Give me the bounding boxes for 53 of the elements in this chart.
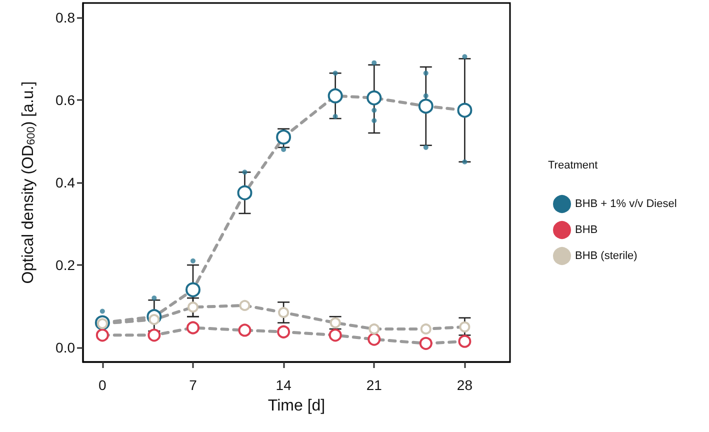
point [332,70,338,76]
point [458,334,472,348]
point [368,332,381,346]
point [423,93,428,98]
point [100,308,105,314]
point [420,323,432,334]
point [419,336,432,350]
point [187,302,198,313]
point [332,114,338,119]
point [457,102,472,118]
y-tick-label: 0.6 [56,92,76,108]
point [423,70,428,76]
x-tick-label: 0 [98,377,107,393]
point [372,108,377,113]
x-axis-title: Time [d] [268,398,326,414]
y-tick-label: 0.8 [56,9,76,26]
point [152,296,157,301]
y-tick-label: 0.4 [56,174,76,190]
point [239,300,250,311]
y-tick-label: 0.0 [56,340,76,356]
x-tick-label: 28 [456,377,473,393]
point [418,98,434,114]
point [328,88,343,104]
point [278,306,290,318]
y-tick-label: 0.2 [56,257,76,274]
point [281,146,286,152]
point [328,328,342,342]
point [372,60,377,66]
x-tick-label: 7 [189,377,198,393]
point [186,282,200,298]
legend-label: BHB + 1% v/v Diesel [575,198,677,210]
y-axis-title: Optical density (OD600) [a.u.] [20,81,38,284]
legend-title: Treatment [548,160,598,172]
point [462,54,468,60]
point [276,130,292,145]
legend-label: BHB [575,224,598,236]
x-tick-label: 21 [366,377,382,393]
point [368,323,380,334]
point [423,144,428,150]
point [366,90,382,106]
point [462,159,468,164]
legend-label: BHB (sterile) [575,250,638,262]
point [148,328,161,342]
point [372,118,377,124]
point [96,328,109,342]
point [459,321,470,332]
x-tick-label: 14 [276,377,292,393]
point [186,321,200,334]
point [237,185,252,200]
point [238,324,252,337]
point [242,170,248,175]
point [190,258,196,264]
point [277,325,290,338]
